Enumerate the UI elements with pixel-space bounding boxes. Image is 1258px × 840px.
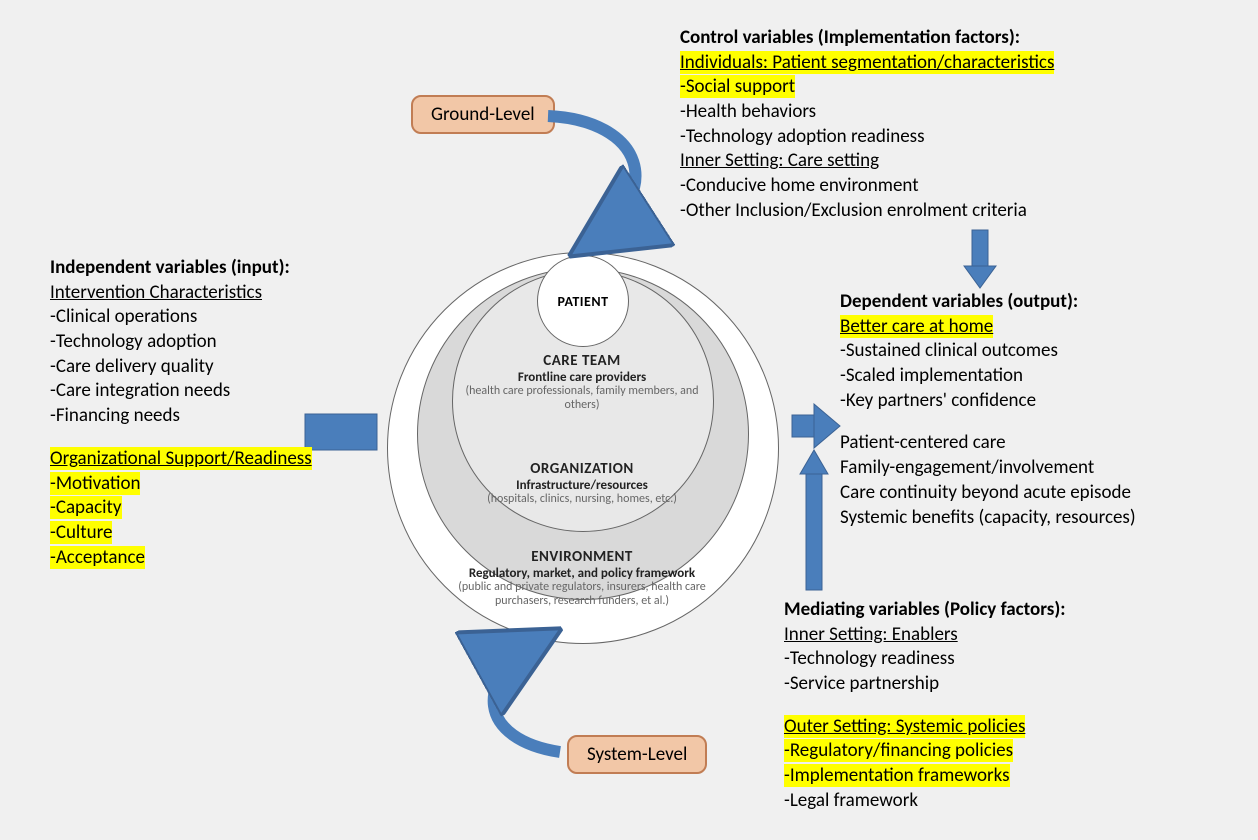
independent-l4: -Care integration needs xyxy=(50,379,350,404)
dependent-l7: Systemic benefits (capacity, resources) xyxy=(840,506,1240,531)
control-l5: -Other Inclusion/Exclusion enrolment cri… xyxy=(680,199,1220,224)
independent-l1: -Clinical operations xyxy=(50,305,350,330)
mediating-block: Mediating variables (Policy factors): In… xyxy=(784,598,1204,814)
independent-l7: -Capacity xyxy=(50,496,122,519)
dependent-l5: Family-engagement/involvement xyxy=(840,456,1240,481)
arrow-curve-bottom xyxy=(494,636,560,752)
independent-block: Independent variables (input): Intervent… xyxy=(50,256,350,570)
arrow-right-block xyxy=(792,404,840,448)
dependent-u1: Better care at home xyxy=(840,315,993,338)
arrow-up-mediating xyxy=(800,450,828,590)
independent-title: Independent variables (input): xyxy=(50,256,350,281)
dependent-l4: Patient-centered care xyxy=(840,431,1240,456)
dependent-l1: -Sustained clinical outcomes xyxy=(840,339,1240,364)
control-u2: Inner Setting: Care setting xyxy=(680,149,1220,174)
independent-l9: -Acceptance xyxy=(50,546,145,569)
independent-u2: Organizational Support/Readiness xyxy=(50,447,312,470)
diagram-stage: PATIENT CARE TEAM Frontline care provide… xyxy=(0,0,1258,840)
dependent-l3: -Key partners' confidence xyxy=(840,389,1240,414)
independent-l8: -Culture xyxy=(50,521,112,544)
independent-l3: -Care delivery quality xyxy=(50,355,350,380)
mediating-l4: -Implementation frameworks xyxy=(784,764,1010,787)
dependent-block: Dependent variables (output): Better car… xyxy=(840,290,1240,530)
mediating-u2: Outer Setting: Systemic policies xyxy=(784,715,1025,738)
mediating-l3: -Regulatory/financing policies xyxy=(784,739,1013,762)
independent-u1: Intervention Characteristics xyxy=(50,281,350,306)
dependent-title: Dependent variables (output): xyxy=(840,290,1240,315)
control-u1: Individuals: Patient segmentation/charac… xyxy=(680,51,1054,74)
control-title: Control variables (Implementation factor… xyxy=(680,26,1220,51)
mediating-l5: -Legal framework xyxy=(784,789,1204,814)
independent-l2: -Technology adoption xyxy=(50,330,350,355)
arrow-curve-top xyxy=(548,116,635,248)
dependent-l2: -Scaled implementation xyxy=(840,364,1240,389)
control-l4: -Conducive home environment xyxy=(680,174,1220,199)
mediating-l1: -Technology readiness xyxy=(784,647,1204,672)
control-l3: -Technology adoption readiness xyxy=(680,125,1220,150)
mediating-u1: Inner Setting: Enablers xyxy=(784,623,1204,648)
independent-l5: -Financing needs xyxy=(50,404,350,429)
control-block: Control variables (Implementation factor… xyxy=(680,26,1220,224)
mediating-l2: -Service partnership xyxy=(784,672,1204,697)
mediating-title: Mediating variables (Policy factors): xyxy=(784,598,1204,623)
independent-l6: -Motivation xyxy=(50,472,140,495)
dependent-l6: Care continuity beyond acute episode xyxy=(840,481,1240,506)
control-l2: -Health behaviors xyxy=(680,100,1220,125)
control-l1: -Social support xyxy=(680,75,795,98)
arrow-down-control xyxy=(964,230,996,288)
